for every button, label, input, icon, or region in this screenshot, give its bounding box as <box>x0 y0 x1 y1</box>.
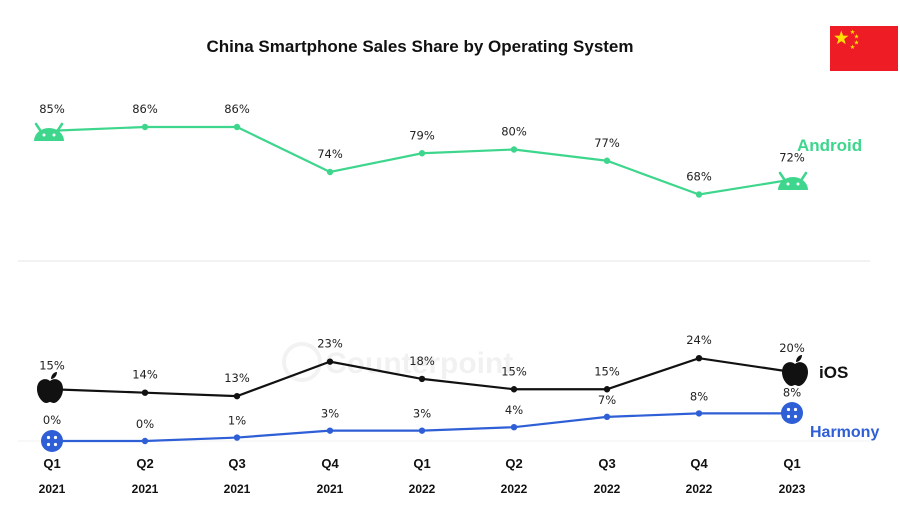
point-android-1 <box>141 123 149 131</box>
label-harmony-1: 0% <box>136 417 154 431</box>
flag-small-star-4 <box>850 44 855 49</box>
x-tick-quarter-2: Q3 <box>228 456 245 471</box>
x-tick-quarter-4: Q1 <box>413 456 430 471</box>
point-harmony-6 <box>603 413 611 421</box>
flag-small-star-3 <box>854 40 859 45</box>
point-ios-6 <box>603 386 611 393</box>
point-android-6 <box>603 157 611 164</box>
point-harmony-4 <box>418 427 426 434</box>
watermark-logo-icon <box>282 342 322 382</box>
point-android-7 <box>695 191 703 198</box>
point-ios-3 <box>326 358 334 365</box>
watermark: Counterpoint <box>282 342 513 382</box>
x-tick-quarter-1: Q2 <box>136 456 153 471</box>
harmony-end-icon <box>781 402 803 424</box>
point-android-3 <box>326 168 334 176</box>
legend-ios: iOS <box>819 363 848 382</box>
label-harmony-5: 4% <box>505 403 523 417</box>
point-android-2 <box>233 123 241 131</box>
label-harmony-6: 7% <box>598 393 616 407</box>
label-android-5: 80% <box>501 125 527 139</box>
point-harmony-7 <box>695 410 703 417</box>
x-tick-quarter-0: Q1 <box>43 456 60 471</box>
apple-end-icon <box>782 355 808 386</box>
point-android-4 <box>418 150 426 157</box>
apple-start-icon <box>37 372 63 403</box>
x-tick-year-5: 2022 <box>501 482 528 496</box>
label-android-7: 68% <box>686 170 712 184</box>
point-ios-5 <box>510 386 518 393</box>
label-ios-7: 24% <box>686 333 712 347</box>
x-tick-year-8: 2023 <box>779 482 806 496</box>
point-harmony-2 <box>233 434 241 441</box>
label-android-0: 85% <box>39 102 65 116</box>
flag-small-star-2 <box>854 34 859 39</box>
point-harmony-5 <box>510 424 518 431</box>
point-ios-1 <box>141 389 149 396</box>
x-tick-quarter-5: Q2 <box>505 456 522 471</box>
label-ios-3: 23% <box>317 337 343 351</box>
label-ios-1: 14% <box>132 368 158 382</box>
point-ios-4 <box>418 375 426 383</box>
x-tick-quarter-3: Q4 <box>321 456 339 471</box>
label-ios-2: 13% <box>224 371 250 385</box>
x-tick-year-1: 2021 <box>132 482 159 496</box>
android-start-icon <box>34 122 64 141</box>
legend-harmony: Harmony <box>810 424 879 441</box>
x-tick-year-6: 2022 <box>594 482 621 496</box>
chart-title: China Smartphone Sales Share by Operatin… <box>206 37 633 56</box>
label-android-2: 86% <box>224 102 250 116</box>
point-android-5 <box>510 146 518 153</box>
x-tick-year-0: 2021 <box>39 482 66 496</box>
android-end-icon <box>778 171 808 190</box>
label-ios-6: 15% <box>594 364 620 378</box>
x-tick-year-3: 2021 <box>317 482 344 496</box>
flag-small-star-1 <box>850 29 855 34</box>
china-flag-icon <box>830 26 898 71</box>
label-harmony-2: 1% <box>228 414 246 428</box>
label-android-4: 79% <box>409 128 435 142</box>
label-ios-5: 15% <box>501 364 527 378</box>
point-ios-7 <box>695 355 703 362</box>
x-tick-year-7: 2022 <box>686 482 713 496</box>
point-harmony-1 <box>141 437 149 445</box>
label-ios-0: 15% <box>39 358 65 372</box>
label-harmony-8: 8% <box>783 385 801 399</box>
chart-marks: 85% 86% 86% 74% 79% 80% 77% 68% 72% 15% 14% 13% 23% 1… <box>39 102 806 496</box>
flag-big-star <box>834 30 849 45</box>
x-tick-quarter-6: Q3 <box>598 456 615 471</box>
label-ios-8: 20% <box>779 341 805 355</box>
label-harmony-4: 3% <box>413 407 431 421</box>
harmony-start-icon <box>41 430 63 452</box>
label-android-8: 72% <box>779 151 805 165</box>
flag-field <box>830 26 898 71</box>
label-android-3: 74% <box>317 147 343 161</box>
x-tick-year-4: 2022 <box>409 482 436 496</box>
x-tick-quarter-8: Q1 <box>783 456 800 471</box>
label-harmony-7: 8% <box>690 389 708 403</box>
label-harmony-0: 0% <box>43 413 61 427</box>
x-tick-quarter-7: Q4 <box>690 456 708 471</box>
label-harmony-3: 3% <box>321 407 339 421</box>
x-tick-year-2: 2021 <box>224 482 251 496</box>
point-ios-2 <box>233 392 241 400</box>
point-harmony-3 <box>326 427 334 434</box>
watermark-text: Counterpoint <box>325 347 513 380</box>
label-android-1: 86% <box>132 102 158 116</box>
label-ios-4: 18% <box>409 354 435 368</box>
legend-android: Android <box>797 136 862 155</box>
label-android-6: 77% <box>594 136 620 150</box>
